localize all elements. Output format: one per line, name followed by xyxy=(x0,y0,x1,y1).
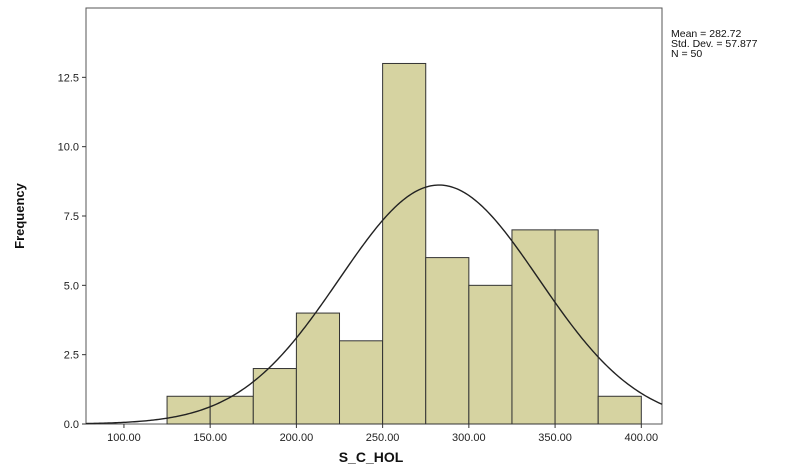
x-tick-label-5: 350.00 xyxy=(538,432,572,444)
x-tick-label-6: 400.00 xyxy=(624,432,658,444)
y-tick-label-3: 7.5 xyxy=(64,211,79,223)
x-tick-label-4: 300.00 xyxy=(452,432,486,444)
normal-curve xyxy=(85,184,663,425)
histogram-bar-1 xyxy=(209,395,254,425)
histogram-bar-10 xyxy=(597,395,642,425)
y-tick-label-2: 5.0 xyxy=(64,280,79,292)
histogram-bar-9 xyxy=(554,229,599,425)
stats-mean: Mean = 282.72 xyxy=(671,28,742,40)
histogram-bar-3 xyxy=(295,312,341,425)
histogram-bar-5 xyxy=(382,62,427,425)
x-tick-label-0: 100.00 xyxy=(107,432,141,444)
x-axis-label: S_C_HOL xyxy=(339,449,404,465)
y-tick-label-1: 2.5 xyxy=(64,350,79,362)
stats-box: Mean = 282.72 Std. Dev. = 57.877 N = 50 xyxy=(671,28,758,60)
y-tick-label-5: 12.5 xyxy=(58,72,79,84)
histogram-bar-4 xyxy=(339,340,384,425)
histogram-bar-6 xyxy=(425,257,470,425)
x-tick-label-1: 150.00 xyxy=(193,432,227,444)
y-tick-label-0: 0.0 xyxy=(64,419,79,431)
stats-std-dev: Std. Dev. = 57.877 xyxy=(671,38,758,50)
bars-group xyxy=(166,62,642,425)
stats-n: N = 50 xyxy=(671,48,703,60)
y-axis-label: Frequency xyxy=(12,182,27,249)
y-tick-label-4: 10.0 xyxy=(58,142,79,154)
histogram-bar-8 xyxy=(511,229,556,425)
x-tick-label-3: 250.00 xyxy=(366,432,400,444)
y-axis-ticks: 0.0 2.5 5.0 7.5 10.0 12.5 xyxy=(58,72,86,431)
histogram-bar-7 xyxy=(468,284,513,425)
x-axis-ticks: 100.00 150.00 200.00 250.00 300.00 350.00 400.… xyxy=(107,424,658,444)
histogram-bar-0 xyxy=(166,395,211,425)
x-tick-label-2: 200.00 xyxy=(280,432,314,444)
